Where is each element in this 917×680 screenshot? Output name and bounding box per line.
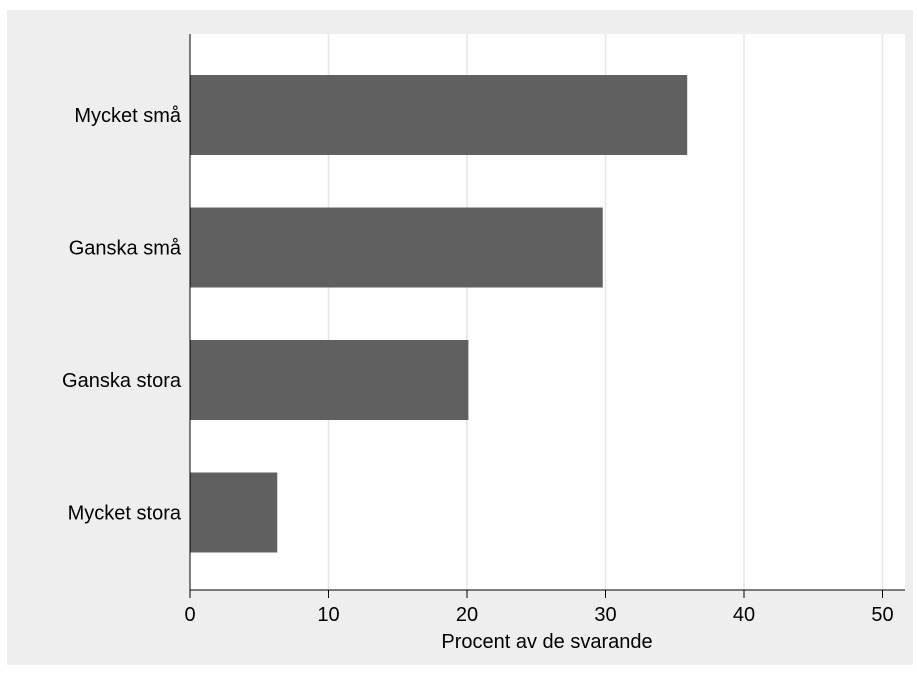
bar-ganska-stora — [190, 340, 469, 420]
x-tick-label-0: 0 — [184, 604, 195, 626]
x-tick-label-30: 30 — [594, 604, 616, 626]
x-tick-label-10: 10 — [317, 604, 339, 626]
category-label-mycket-sm-: Mycket små — [74, 105, 182, 127]
x-tick-label-50: 50 — [871, 604, 893, 626]
category-label-ganska-sm-: Ganska små — [69, 238, 182, 260]
bar-mycket-stora — [190, 472, 278, 553]
x-axis-title: Procent av de svarande — [441, 631, 652, 653]
labels: Mycket små Ganska små Ganska stora Mycket s… — [62, 105, 894, 626]
category-label-mycket-stora: Mycket stora — [68, 503, 182, 525]
axes — [189, 34, 905, 598]
bar-mycket-sm- — [190, 75, 688, 155]
x-tick-label-40: 40 — [733, 604, 755, 626]
bar-ganska-sm- — [190, 207, 603, 288]
x-tick-label-20: 20 — [456, 604, 478, 626]
category-label-ganska-stora: Ganska stora — [62, 370, 182, 392]
bars — [190, 75, 688, 553]
